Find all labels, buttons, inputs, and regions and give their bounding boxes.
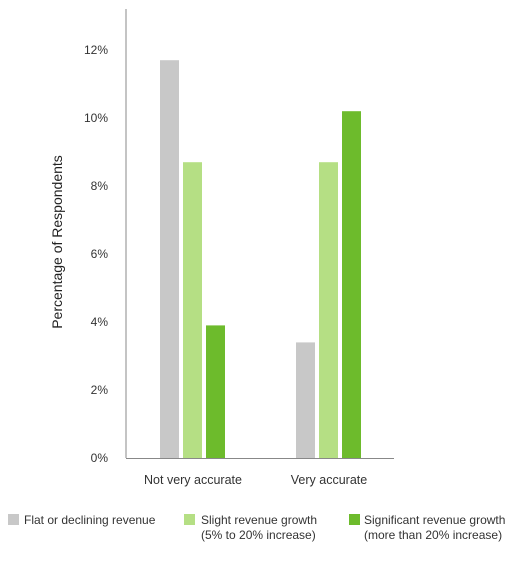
bar: [319, 162, 338, 458]
y-axis-title: Percentage of Respondents: [49, 155, 65, 329]
y-tick-label: 0%: [91, 451, 109, 465]
plot-area: [125, 9, 394, 459]
legend-item: Flat or declining revenue: [8, 513, 156, 527]
y-tick-label: 2%: [91, 383, 109, 397]
legend-label: Significant revenue growth: [364, 513, 505, 527]
legend: Flat or declining revenue Slight revenue …: [8, 513, 505, 542]
legend-label: Flat or declining revenue: [24, 513, 156, 527]
legend-item: Significant revenue growth(more than 20%…: [349, 513, 505, 542]
bars: [160, 60, 361, 458]
legend-swatch: [184, 514, 195, 525]
x-category-label: Very accurate: [291, 473, 367, 487]
legend-swatch: [349, 514, 360, 525]
x-category-label: Not very accurate: [144, 473, 242, 487]
y-tick-label: 4%: [91, 315, 109, 329]
legend-label: (5% to 20% increase): [201, 528, 316, 542]
y-tick-label: 8%: [91, 179, 109, 193]
legend-label: (more than 20% increase): [364, 528, 502, 542]
y-tick-label: 12%: [84, 43, 108, 57]
y-axis-ticks: 0% 2% 4% 6% 8% 10% 12%: [84, 43, 108, 465]
y-tick-label: 6%: [91, 247, 109, 261]
bar: [296, 342, 315, 458]
legend-swatch: [8, 514, 19, 525]
legend-label: Slight revenue growth: [201, 513, 317, 527]
bar: [206, 325, 225, 458]
bar: [160, 60, 179, 458]
legend-item: Slight revenue growth(5% to 20% increase…: [184, 513, 317, 542]
y-tick-label: 10%: [84, 111, 108, 125]
bar: [183, 162, 202, 458]
bar: [342, 111, 361, 458]
x-axis-categories: Not very accurate Very accurate: [144, 473, 367, 487]
